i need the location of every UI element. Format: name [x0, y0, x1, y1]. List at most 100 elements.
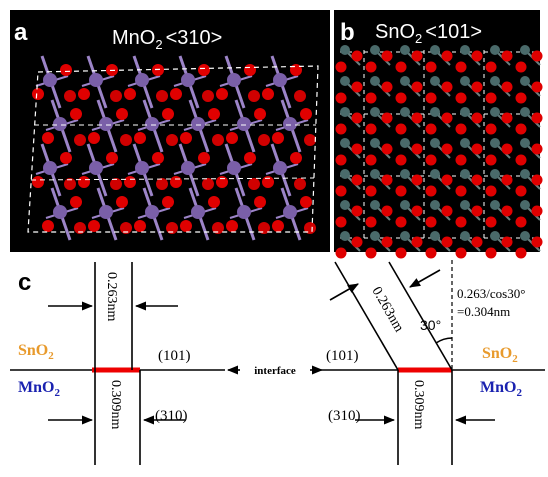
- o-atom: [170, 176, 182, 188]
- o-atom: [426, 186, 437, 197]
- sn-atom: [370, 76, 380, 86]
- sn-atom: [340, 45, 350, 55]
- mn-atom: [53, 205, 67, 219]
- o-atom: [532, 175, 543, 186]
- o-atom: [366, 62, 377, 73]
- mn-atom: [283, 205, 297, 219]
- sn-atom: [430, 45, 440, 55]
- o-atom: [366, 93, 377, 104]
- o-atom: [226, 220, 238, 232]
- interface-label: interface: [254, 365, 296, 377]
- o-atom: [532, 51, 543, 62]
- o-atom: [78, 176, 90, 188]
- sn-atom: [430, 169, 440, 179]
- sn-atom: [490, 76, 500, 86]
- sn-atom: [400, 200, 410, 210]
- right-schematic: 0.263nm 0.309nm 30° 0.263/cos30° =0.304n…: [322, 260, 545, 465]
- o-atom: [382, 206, 393, 217]
- sn-atom: [430, 200, 440, 210]
- o-atom: [456, 217, 467, 228]
- sn-atom: [400, 107, 410, 117]
- o-atom: [382, 175, 393, 186]
- o-atom: [412, 175, 423, 186]
- o-atom: [396, 93, 407, 104]
- o-atom: [162, 108, 174, 120]
- o-atom: [442, 237, 453, 248]
- o-atom: [472, 206, 483, 217]
- mn-atom: [135, 73, 149, 87]
- sn-atom: [400, 45, 410, 55]
- phase-label: MnO2: [18, 379, 60, 399]
- formula: MnO: [18, 379, 54, 396]
- left-schematic: 0.263nm 0.309nm SnO2 MnO2 (101) (310): [10, 262, 240, 465]
- subscript: 2: [48, 350, 54, 362]
- phase-label: MnO2: [480, 379, 522, 399]
- o-atom: [170, 88, 182, 100]
- o-atom: [336, 62, 347, 73]
- o-atom: [272, 132, 284, 144]
- o-atom: [426, 124, 437, 135]
- o-atom: [382, 82, 393, 93]
- o-atom: [60, 152, 72, 164]
- o-atom: [366, 155, 377, 166]
- o-atom: [532, 113, 543, 124]
- o-atom: [352, 82, 363, 93]
- o-atom: [42, 132, 54, 144]
- o-atom: [88, 132, 100, 144]
- o-atom: [110, 90, 122, 102]
- o-atom: [212, 134, 224, 146]
- projection-label: =0.304nm: [457, 304, 510, 319]
- o-atom: [366, 217, 377, 228]
- o-atom: [198, 64, 210, 76]
- spacing-label: 0.309nm: [108, 380, 123, 430]
- phase-label: SnO2: [18, 342, 54, 362]
- mn-atom: [89, 73, 103, 87]
- o-atom: [456, 186, 467, 197]
- sn-atom: [430, 138, 440, 148]
- sn-atom: [520, 107, 530, 117]
- mn-atom: [43, 161, 57, 175]
- o-atom: [248, 90, 260, 102]
- o-atom: [532, 206, 543, 217]
- o-atom: [516, 248, 527, 259]
- mn-atom: [89, 161, 103, 175]
- o-atom: [412, 82, 423, 93]
- o-atom: [412, 237, 423, 248]
- subscript: 2: [54, 387, 60, 399]
- mn-atom: [145, 117, 159, 131]
- sn-atom: [400, 169, 410, 179]
- panel-title: SnO2<101>: [375, 21, 482, 46]
- o-atom: [532, 237, 543, 248]
- o-atom: [42, 220, 54, 232]
- o-atom: [60, 64, 72, 76]
- o-atom: [516, 124, 527, 135]
- subscript: 2: [415, 31, 422, 46]
- mn-atom: [227, 161, 241, 175]
- sn-atom: [370, 200, 380, 210]
- sn-atom: [430, 76, 440, 86]
- sn-atom: [340, 200, 350, 210]
- mn-atom: [237, 205, 251, 219]
- sn-atom: [490, 231, 500, 241]
- o-atom: [502, 237, 513, 248]
- sn-atom: [460, 200, 470, 210]
- o-atom: [472, 237, 483, 248]
- o-atom: [412, 51, 423, 62]
- spacing-label: 0.263nm: [369, 285, 407, 335]
- sn-atom: [460, 169, 470, 179]
- o-atom: [352, 206, 363, 217]
- o-atom: [254, 108, 266, 120]
- subscript: 2: [516, 387, 522, 399]
- mn-atom: [135, 161, 149, 175]
- o-atom: [244, 64, 256, 76]
- subscript: 2: [512, 353, 518, 365]
- o-atom: [396, 124, 407, 135]
- o-atom: [456, 93, 467, 104]
- sn-atom: [370, 107, 380, 117]
- arrow: [330, 284, 358, 300]
- mn-atom: [273, 73, 287, 87]
- o-atom: [258, 134, 270, 146]
- o-atom: [412, 206, 423, 217]
- o-atom: [442, 82, 453, 93]
- o-atom: [352, 51, 363, 62]
